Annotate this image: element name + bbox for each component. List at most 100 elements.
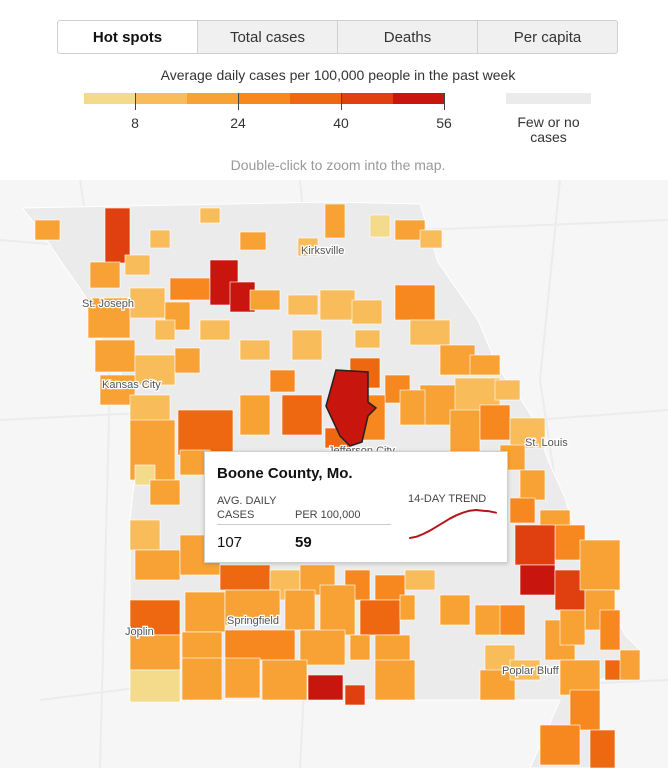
county[interactable] — [369, 214, 391, 238]
county[interactable] — [199, 319, 231, 341]
county[interactable] — [239, 394, 271, 436]
zoom-hint: Double-click to zoom into the map. — [230, 157, 446, 173]
county[interactable] — [519, 469, 546, 501]
county[interactable] — [239, 231, 267, 251]
county[interactable] — [399, 594, 416, 621]
tab-deaths[interactable]: Deaths — [338, 21, 478, 53]
county[interactable] — [319, 289, 356, 321]
county[interactable] — [409, 319, 451, 346]
county[interactable] — [394, 284, 436, 321]
county[interactable] — [599, 609, 621, 651]
county[interactable] — [514, 524, 556, 566]
county[interactable] — [589, 729, 616, 768]
county[interactable] — [134, 549, 181, 581]
county[interactable] — [579, 539, 621, 591]
county[interactable] — [219, 564, 271, 591]
county[interactable] — [619, 649, 641, 681]
county[interactable] — [184, 591, 226, 633]
county[interactable] — [419, 229, 443, 249]
county[interactable] — [269, 369, 296, 393]
county[interactable] — [224, 657, 261, 699]
tab-total-cases[interactable]: Total cases — [198, 21, 338, 53]
county[interactable] — [349, 634, 371, 661]
metric-tabs: Hot spots Total cases Deaths Per capita — [57, 20, 618, 54]
county[interactable] — [359, 599, 401, 636]
county[interactable] — [469, 354, 501, 376]
county[interactable] — [559, 609, 586, 646]
legend-tick — [341, 93, 342, 110]
county[interactable] — [479, 669, 516, 701]
legend-title: Average daily cases per 100,000 people i… — [160, 67, 516, 83]
county[interactable] — [439, 344, 476, 376]
county[interactable] — [351, 299, 383, 325]
legend-swatch — [290, 93, 342, 104]
county[interactable] — [34, 219, 61, 241]
county[interactable] — [224, 589, 281, 626]
county[interactable] — [129, 519, 161, 551]
county[interactable] — [104, 207, 131, 264]
county[interactable] — [319, 584, 356, 636]
county[interactable] — [494, 379, 521, 401]
county[interactable] — [129, 599, 181, 636]
county[interactable] — [181, 657, 223, 701]
county[interactable] — [154, 319, 176, 341]
county[interactable] — [569, 689, 601, 731]
county[interactable] — [149, 229, 171, 249]
county[interactable] — [169, 277, 211, 301]
county[interactable] — [239, 339, 271, 361]
legend-swatch — [84, 93, 136, 104]
county[interactable] — [404, 569, 436, 591]
county[interactable] — [199, 207, 221, 224]
county[interactable] — [149, 479, 181, 506]
county[interactable] — [261, 659, 308, 701]
county[interactable] — [124, 254, 151, 276]
county[interactable] — [509, 417, 546, 449]
tooltip-per100k-header: PER 100,000 — [295, 509, 361, 521]
county[interactable] — [354, 329, 381, 349]
county[interactable] — [94, 339, 136, 373]
county[interactable] — [129, 669, 181, 703]
county[interactable] — [559, 659, 601, 696]
county-boone-highlighted[interactable] — [325, 369, 378, 447]
legend-tick-label: 8 — [131, 115, 139, 131]
county[interactable] — [134, 354, 176, 386]
county[interactable] — [344, 684, 366, 706]
county[interactable] — [174, 347, 201, 374]
tab-hot-spots[interactable]: Hot spots — [58, 21, 198, 53]
county[interactable] — [324, 203, 346, 239]
tooltip-per100k-value: 59 — [295, 534, 312, 551]
city-label-joplin: Joplin — [125, 626, 154, 638]
legend-tick-label: 24 — [230, 115, 246, 131]
legend-no-cases-line2: cases — [530, 129, 567, 145]
county[interactable] — [299, 629, 346, 666]
county[interactable] — [439, 594, 471, 626]
city-label-poplar-bluff: Poplar Bluff — [502, 665, 560, 677]
county[interactable] — [129, 287, 166, 319]
county[interactable] — [281, 394, 323, 436]
county[interactable] — [129, 634, 181, 671]
county[interactable] — [509, 659, 541, 681]
counties-layer — [34, 203, 641, 768]
county[interactable] — [539, 724, 581, 766]
county[interactable] — [87, 297, 131, 339]
county[interactable] — [177, 409, 234, 456]
county[interactable] — [99, 374, 136, 406]
county[interactable] — [399, 389, 426, 426]
county[interactable] — [291, 329, 323, 361]
tab-per-capita[interactable]: Per capita — [513, 28, 582, 46]
county[interactable] — [509, 497, 536, 524]
county[interactable] — [307, 674, 344, 701]
county[interactable] — [297, 237, 319, 257]
county[interactable] — [374, 659, 416, 701]
county[interactable] — [499, 604, 526, 636]
tooltip-cases-header-line1: AVG. DAILY — [217, 495, 277, 507]
county[interactable] — [89, 261, 121, 289]
legend-no-cases-label: Few or no cases — [506, 115, 591, 145]
tooltip-trend-sparkline — [409, 509, 497, 539]
county[interactable] — [224, 629, 296, 661]
county[interactable] — [519, 564, 556, 596]
county[interactable] — [479, 404, 511, 441]
county[interactable] — [284, 589, 316, 631]
county[interactable] — [287, 294, 319, 316]
county[interactable] — [249, 289, 281, 311]
